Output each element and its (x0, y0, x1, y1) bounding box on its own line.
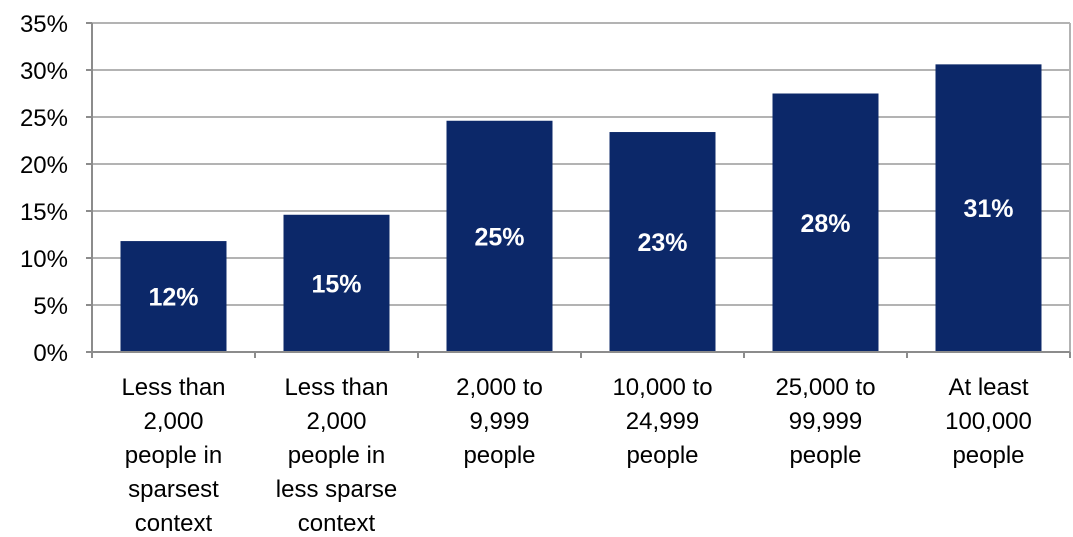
bar (609, 132, 716, 352)
x-axis-category-labels: Less than 2,000 people in sparsest context Le… (121, 374, 1031, 537)
y-tick-label: 20% (20, 152, 68, 179)
y-tick-label: 0% (33, 340, 68, 367)
data-label: 28% (800, 210, 850, 238)
bar (446, 120, 553, 352)
x-category-label: 100,000 (945, 408, 1032, 435)
x-category-label: 2,000 to (456, 374, 543, 401)
x-category-label: people in (288, 442, 385, 469)
x-category-label: 10,000 to (612, 374, 712, 401)
x-category-label: At least (948, 374, 1028, 401)
x-category-label: less sparse (276, 476, 397, 503)
x-category-label: people (463, 442, 535, 469)
data-label: 25% (474, 223, 524, 251)
x-category-label: context (298, 510, 376, 537)
axes (86, 22, 1071, 358)
x-category-label: context (135, 510, 213, 537)
x-category-label: sparsest (128, 476, 219, 503)
bar (935, 64, 1042, 353)
y-tick-label: 30% (20, 58, 68, 85)
x-category-label: 24,999 (626, 408, 699, 435)
data-label: 31% (963, 195, 1013, 223)
data-label: 15% (311, 270, 361, 298)
gridlines (92, 22, 1070, 306)
x-category-label: 9,999 (469, 408, 529, 435)
y-tick-label: 35% (20, 11, 68, 38)
x-category-label: Less than (121, 374, 225, 401)
bars (120, 64, 1042, 353)
y-axis-tick-labels: 0% 5% 10% 15% 20% 25% 30% 35% (20, 11, 68, 367)
y-tick-label: 10% (20, 246, 68, 273)
x-category-label: 25,000 to (775, 374, 875, 401)
x-category-label: people (789, 442, 861, 469)
x-category-label: people (952, 442, 1024, 469)
x-category-label: people in (125, 442, 222, 469)
x-category-label: people (626, 442, 698, 469)
y-tick-label: 25% (20, 105, 68, 132)
x-category-label: 2,000 (143, 408, 203, 435)
data-labels: 12% 15% 25% 23% 28% 31% (148, 195, 1013, 311)
x-category-label: 99,999 (789, 408, 862, 435)
bar (120, 241, 227, 352)
y-tick-label: 15% (20, 199, 68, 226)
y-tick-label: 5% (33, 293, 68, 320)
x-category-label: 2,000 (306, 408, 366, 435)
bar (283, 214, 390, 352)
data-label: 12% (148, 284, 198, 312)
x-category-label: Less than (284, 374, 388, 401)
data-label: 23% (637, 229, 687, 257)
bar (772, 93, 879, 352)
